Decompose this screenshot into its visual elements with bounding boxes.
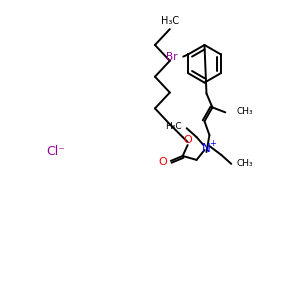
Text: N: N <box>202 142 211 154</box>
Text: O: O <box>158 157 167 167</box>
Text: H₃C: H₃C <box>165 122 182 131</box>
Text: Cl⁻: Cl⁻ <box>46 146 65 158</box>
Text: H₃C: H₃C <box>161 16 179 26</box>
Text: Br: Br <box>166 52 177 61</box>
Text: +: + <box>209 139 216 148</box>
Text: CH₃: CH₃ <box>236 107 253 116</box>
Text: CH₃: CH₃ <box>236 159 253 168</box>
Text: O: O <box>183 135 192 145</box>
